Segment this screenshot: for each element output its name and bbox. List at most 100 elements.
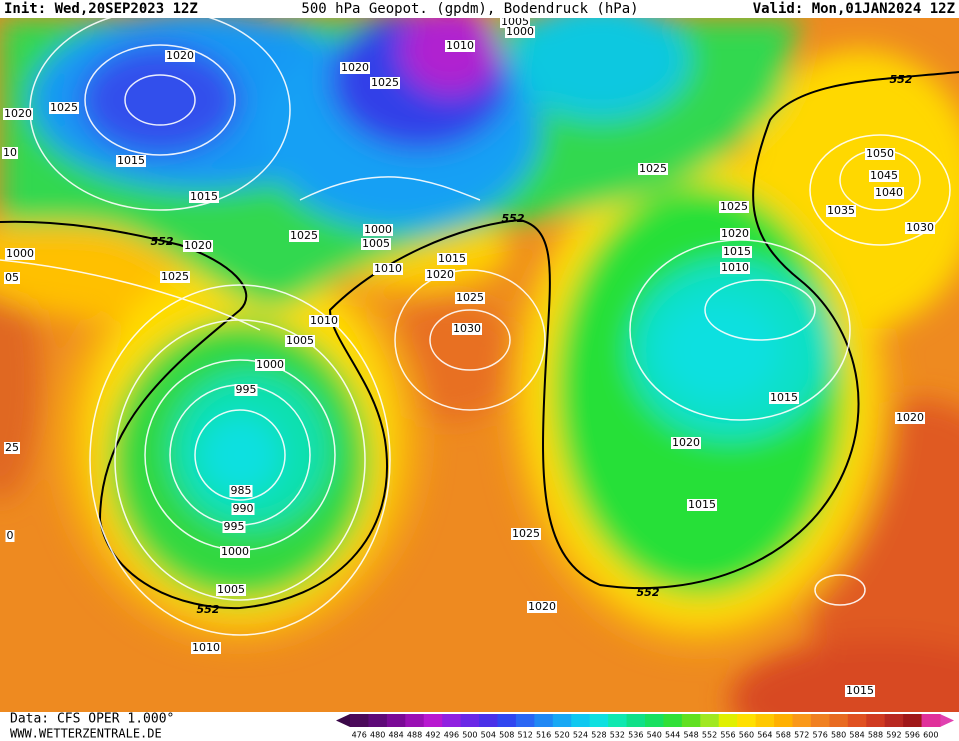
isobar-label: 1005 [501, 15, 529, 28]
isobar-label: 1000 [256, 358, 284, 371]
isobar-label: 0 [7, 529, 14, 542]
isobar-label: 1045 [870, 169, 898, 182]
isobar-label-bg [49, 102, 79, 114]
isobar-label: 990 [233, 502, 254, 515]
isobar-label: 1015 [723, 245, 751, 258]
legend-swatch [921, 714, 941, 727]
isobar-label-bg [191, 642, 221, 654]
legend-swatch [718, 714, 738, 727]
legend-label: 588 [868, 731, 883, 740]
isobar-label: 995 [236, 383, 257, 396]
legend-arrow-right [940, 714, 954, 727]
legend-swatch [442, 714, 462, 727]
isobar-label: 1000 [364, 223, 392, 236]
isobar-label: 1030 [906, 221, 934, 234]
legend-label: 544 [665, 731, 680, 740]
isobar-label: 1050 [866, 147, 894, 160]
isobar-label-bg [722, 246, 752, 258]
isobar-label-bg [231, 503, 255, 515]
legend-label: 496 [444, 731, 459, 740]
legend-label: 556 [720, 731, 735, 740]
isobar-labels: 1020 1025 1020 1015 1015 1020 1025 552 1000 05 102… [2, 15, 935, 697]
isobar-label-bg [720, 262, 750, 274]
legend-swatch [681, 714, 701, 727]
legend-label: 512 [518, 731, 533, 740]
isobar-label-bg [687, 499, 717, 511]
isobar-label-bg [505, 26, 535, 38]
isobar-label-bg [361, 238, 391, 250]
legend-label: 576 [813, 731, 828, 740]
isobar-label-bg [363, 224, 393, 236]
isobar-label: 1020 [4, 107, 32, 120]
isobar-label: 05 [5, 271, 19, 284]
isobar-label-bg [370, 77, 400, 89]
isobar-label-bg [445, 40, 475, 52]
legend-swatch [810, 714, 830, 727]
isobar-label-bg [222, 521, 246, 533]
isobar-label-bg [826, 205, 856, 217]
legend-swatch [515, 714, 535, 727]
isobar-label-bg [183, 240, 213, 252]
isobar-label: 1015 [770, 391, 798, 404]
isobar-label: 1020 [721, 227, 749, 240]
legend-swatch [737, 714, 757, 727]
isobar-label-bg [234, 384, 258, 396]
legend-swatch [386, 714, 406, 727]
isobar-label-bg [189, 191, 219, 203]
legend-swatch [774, 714, 793, 727]
isobar-label-bg [720, 228, 750, 240]
legend-label: 560 [739, 731, 754, 740]
isobar-label: 1015 [117, 154, 145, 167]
isobar-label: 1015 [846, 684, 874, 697]
legend-swatch [663, 714, 683, 727]
isobar-label: 1025 [456, 291, 484, 304]
isobar-label-bg [865, 148, 895, 160]
legend-label: 520 [554, 731, 569, 740]
legend-swatch [792, 714, 812, 727]
isobar-label: 1020 [528, 600, 556, 613]
legend-swatch [829, 714, 849, 727]
isobar-label-bg [4, 272, 20, 284]
isobar-label-bg [671, 437, 701, 449]
isobar-label-bg [165, 50, 195, 62]
isobar-label-bg [455, 292, 485, 304]
isobar-label-bg [500, 18, 530, 28]
legend-swatch [534, 714, 554, 727]
legend-label: 596 [905, 731, 920, 740]
isobar-label-bg [719, 201, 749, 213]
isobar-label-bg [769, 392, 799, 404]
legend-label: 532 [610, 731, 625, 740]
init-time: Init: Wed,20SEP2023 12Z [4, 1, 198, 17]
isobar-label: 1005 [362, 237, 390, 250]
isobar-label-bg [255, 359, 285, 371]
data-source: Data: CFS OPER 1.000° [10, 712, 174, 727]
isobar-label-bg [216, 584, 246, 596]
isobar-label-bg [638, 163, 668, 175]
isobar-label: 1015 [438, 252, 466, 265]
legend-label: 548 [683, 731, 698, 740]
legend-swatch [460, 714, 480, 727]
isobar-label: 1025 [161, 270, 189, 283]
isobar-label: 552 [502, 212, 525, 225]
legend-label: 508 [499, 731, 514, 740]
legend-swatch [645, 714, 664, 727]
legend-label: 476 [352, 731, 367, 740]
legend-swatch [626, 714, 646, 727]
legend-swatch [866, 714, 886, 727]
legend-label: 524 [573, 731, 588, 740]
isobar-label: 1030 [453, 322, 481, 335]
isobar-label: 1005 [286, 334, 314, 347]
isobar-label-bg [229, 485, 253, 497]
isobar-label-bg [874, 187, 904, 199]
isobar-label: 1025 [50, 101, 78, 114]
isobar-label-bg [4, 442, 20, 454]
isobar-label: 1020 [184, 239, 212, 252]
isobar-label: 1025 [290, 229, 318, 242]
isobar-label-bg [895, 412, 925, 424]
legend-label: 552 [702, 731, 717, 740]
isobar-label: 25 [5, 441, 19, 454]
isobar-label: 1040 [875, 186, 903, 199]
isobar-label-bg [340, 62, 370, 74]
isobar-label-bg [309, 315, 339, 327]
